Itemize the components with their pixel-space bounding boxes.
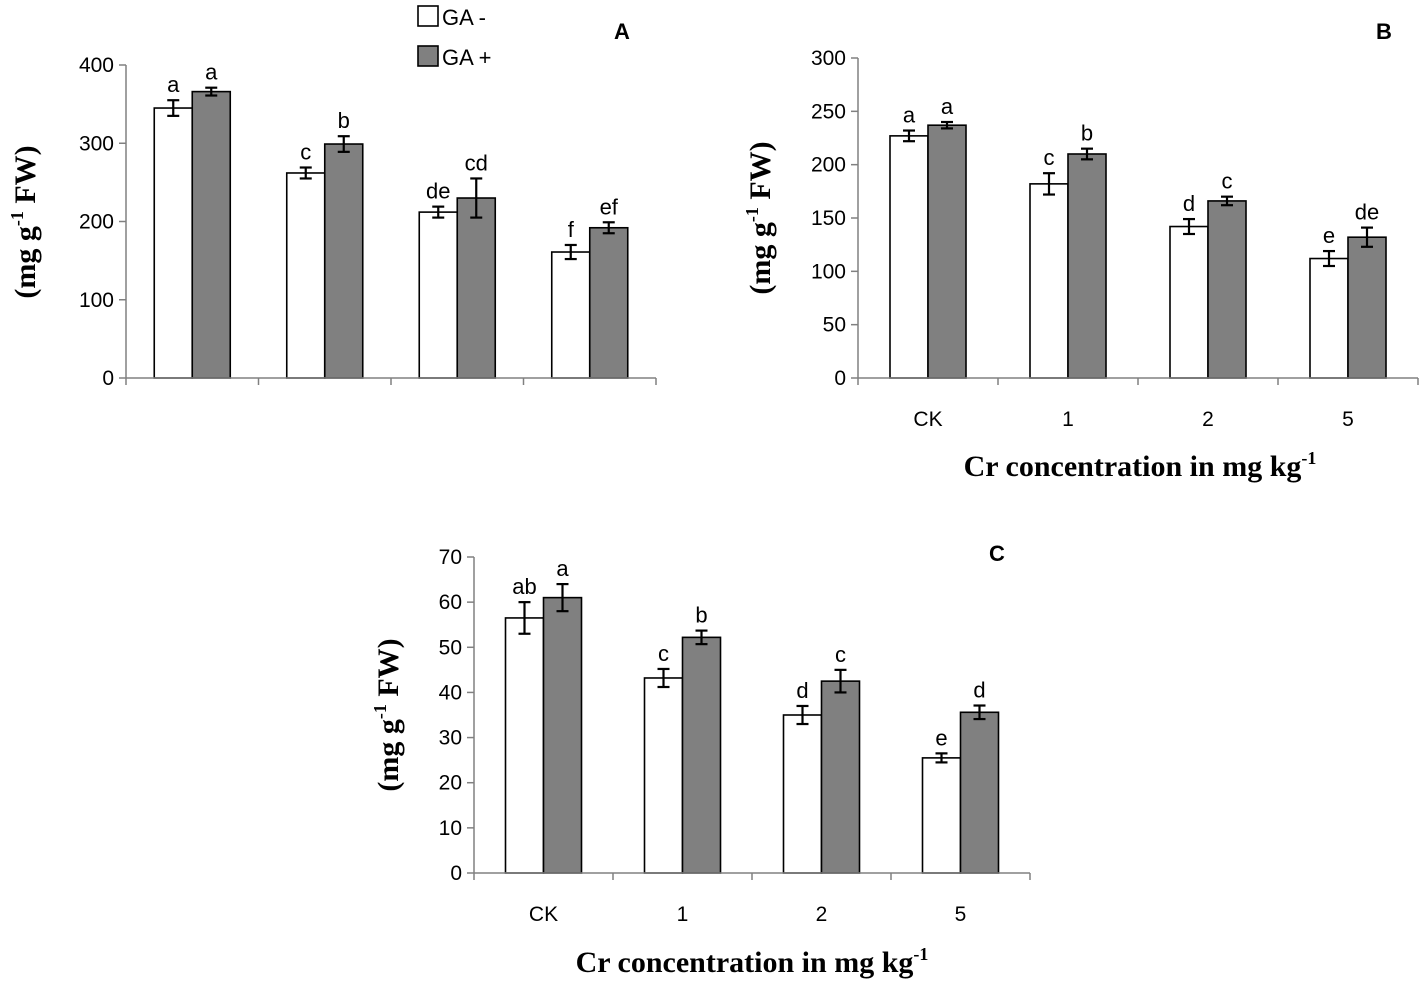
bar-ga-plus-5 bbox=[959, 711, 1000, 874]
bar-ga-plus-2 bbox=[820, 680, 861, 874]
bar-ga-minus-2 bbox=[418, 211, 459, 379]
significance-letter: c bbox=[835, 642, 846, 667]
bar-ga-plus-2 bbox=[1207, 200, 1247, 379]
y-tick-label: 0 bbox=[450, 862, 462, 885]
significance-letter: de bbox=[426, 179, 450, 204]
significance-letter: e bbox=[935, 725, 947, 750]
significance-letter: b bbox=[338, 108, 350, 133]
bar-ga-minus-5 bbox=[921, 757, 962, 874]
x-axis-title: Cr concentration in mg kg-1 bbox=[576, 944, 929, 979]
y-tick-label: 200 bbox=[79, 211, 114, 234]
significance-letter: b bbox=[695, 603, 707, 628]
y-tick-label: 60 bbox=[439, 591, 462, 614]
x-tick-label: CK bbox=[529, 903, 558, 926]
bar-ga-plus-ck bbox=[191, 90, 232, 379]
x-axis-title: Cr concentration in mg kg-1 bbox=[964, 448, 1317, 483]
x-tick-label: 1 bbox=[677, 903, 689, 926]
significance-letter: c bbox=[1222, 169, 1233, 194]
x-tick-label: 5 bbox=[955, 903, 967, 926]
y-tick-label: 300 bbox=[811, 47, 846, 70]
significance-letter: c bbox=[300, 140, 311, 165]
significance-letter: c bbox=[1044, 145, 1055, 170]
bar-ga-plus-2 bbox=[456, 197, 497, 379]
significance-letter: a bbox=[556, 556, 569, 581]
y-tick-label: 100 bbox=[79, 289, 114, 312]
legend-label: GA - bbox=[442, 5, 486, 30]
y-axis-title: (mg g-1 FW) bbox=[742, 141, 777, 294]
x-tick-label: 5 bbox=[1342, 408, 1354, 431]
significance-letter: a bbox=[167, 72, 180, 97]
y-tick-label: 150 bbox=[811, 207, 846, 230]
bar-ga-minus-2 bbox=[1169, 225, 1209, 379]
bar-ga-minus-1 bbox=[1029, 183, 1069, 379]
panel-b: 0 50 100 150 200 250 300 a a c b d c ede CK 1 2 5 (mg g-1 … bbox=[742, 19, 1419, 483]
significance-letter: ab bbox=[512, 574, 536, 599]
bar-ga-minus-5 bbox=[550, 251, 591, 379]
bar-ga-minus-2 bbox=[782, 714, 823, 874]
significance-letter: d bbox=[796, 678, 808, 703]
x-tick-label: 2 bbox=[816, 903, 828, 926]
panel-label: A bbox=[614, 19, 630, 44]
legend: GA - GA + bbox=[417, 5, 492, 70]
bar-ga-plus-ck bbox=[927, 124, 967, 379]
significance-letter: a bbox=[941, 94, 954, 119]
y-axis-title: (mg g-1 FW) bbox=[370, 638, 405, 791]
bar-ga-minus-ck bbox=[153, 107, 194, 379]
significance-letter: d bbox=[1183, 191, 1195, 216]
y-tick-label: 30 bbox=[439, 727, 462, 750]
significance-letter: ef bbox=[600, 194, 619, 219]
bar-ga-minus-1 bbox=[643, 677, 684, 874]
bar-ga-minus-ck bbox=[504, 617, 545, 874]
bar-ga-plus-ck bbox=[542, 596, 583, 874]
y-tick-label: 10 bbox=[439, 817, 462, 840]
y-tick-label: 100 bbox=[811, 260, 846, 283]
x-tick-label: 2 bbox=[1202, 408, 1214, 431]
significance-letter: cd bbox=[465, 150, 488, 175]
significance-letter: d bbox=[973, 678, 985, 703]
y-tick-label: 50 bbox=[823, 314, 846, 337]
y-tick-label: 50 bbox=[439, 636, 462, 659]
significance-letter: e bbox=[1323, 223, 1335, 248]
y-tick-label: 0 bbox=[834, 367, 846, 390]
significance-letter: a bbox=[205, 60, 218, 85]
legend-swatch-ga-plus bbox=[417, 45, 439, 67]
y-tick-label: 20 bbox=[439, 772, 462, 795]
bar-ga-plus-1 bbox=[681, 636, 722, 874]
panel-label: C bbox=[989, 541, 1005, 566]
significance-letter: b bbox=[1081, 121, 1093, 146]
bar-ga-plus-1 bbox=[1067, 153, 1107, 379]
y-tick-label: 40 bbox=[439, 681, 462, 704]
y-axis-title: (mg g-1 FW) bbox=[7, 145, 42, 298]
bar-ga-minus-ck bbox=[889, 135, 929, 379]
y-tick-label: 70 bbox=[439, 546, 462, 569]
y-tick-label: 250 bbox=[811, 100, 846, 123]
bar-ga-minus-1 bbox=[285, 172, 326, 379]
significance-letter: f bbox=[568, 217, 575, 242]
bar-ga-plus-5 bbox=[588, 226, 629, 379]
bar-ga-plus-1 bbox=[323, 143, 364, 379]
y-tick-label: 300 bbox=[79, 132, 114, 155]
x-tick-label: CK bbox=[913, 408, 942, 431]
y-tick-label: 200 bbox=[811, 154, 846, 177]
significance-letter: a bbox=[903, 103, 916, 128]
panel-label: B bbox=[1376, 19, 1392, 44]
bar-ga-minus-5 bbox=[1309, 257, 1349, 379]
bar-ga-plus-5 bbox=[1347, 236, 1387, 379]
y-tick-label: 0 bbox=[102, 367, 114, 390]
x-tick-label: 1 bbox=[1062, 408, 1074, 431]
legend-label: GA + bbox=[442, 45, 492, 70]
significance-letter: c bbox=[658, 641, 669, 666]
significance-letter: de bbox=[1355, 200, 1379, 225]
legend-swatch-ga-minus bbox=[417, 5, 439, 27]
panel-c: 0 10 20 30 40 50 60 70 aba c b d c e d CK 1 2 5 (mg g-1 FW)… bbox=[370, 541, 1031, 979]
y-tick-label: 400 bbox=[79, 54, 114, 77]
